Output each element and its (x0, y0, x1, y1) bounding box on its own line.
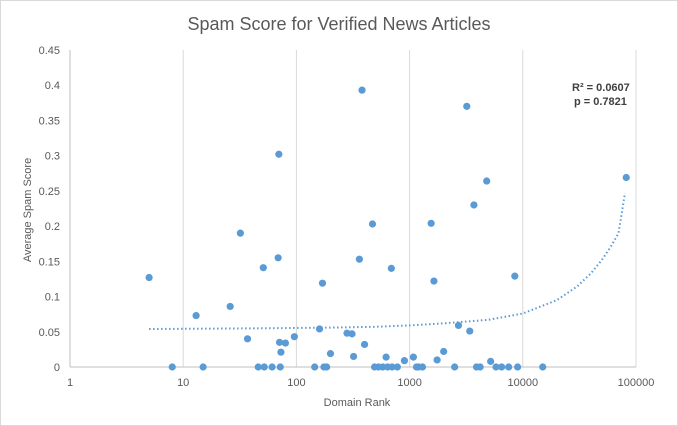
y-tick-label: 0.35 (39, 115, 60, 127)
y-tick-label: 0.1 (45, 292, 60, 304)
data-point (275, 150, 283, 158)
chart-title: Spam Score for Verified News Articles (187, 14, 490, 34)
x-tick-label: 10000 (508, 377, 539, 389)
data-point (323, 363, 331, 371)
data-point (236, 229, 244, 237)
y-tick-label: 0.3 (45, 151, 60, 163)
data-point (388, 363, 396, 371)
data-point (454, 321, 463, 330)
data-point (274, 254, 282, 262)
data-point (199, 363, 207, 371)
data-point (387, 264, 395, 272)
data-point (326, 350, 335, 358)
data-point (433, 356, 441, 364)
data-point (514, 363, 522, 371)
data-point (355, 255, 363, 263)
y-tick-label: 0.2 (45, 221, 60, 233)
data-point (318, 279, 327, 287)
data-point (622, 173, 630, 182)
axes (69, 50, 636, 368)
data-point (483, 177, 491, 185)
data-point (511, 272, 519, 280)
x-tick-label: 100000 (618, 377, 655, 389)
data-point (259, 264, 267, 272)
data-point (315, 325, 324, 333)
data-point (358, 86, 366, 94)
data-point (311, 363, 319, 371)
x-tick-label: 1 (67, 377, 73, 389)
data-point (260, 363, 268, 371)
data-point (348, 330, 356, 338)
data-point (427, 219, 435, 227)
data-point (430, 277, 438, 285)
data-point (418, 363, 427, 371)
data-point (277, 348, 285, 356)
data-point (276, 363, 284, 371)
data-point (243, 335, 252, 343)
x-tick-label: 10 (177, 377, 189, 389)
data-point (492, 363, 500, 371)
data-point (226, 302, 234, 311)
data-point (487, 357, 495, 365)
data-point (192, 311, 200, 320)
data-point (539, 363, 547, 371)
data-point (254, 363, 262, 371)
data-point (470, 201, 478, 209)
y-tick-label: 0.25 (39, 186, 60, 198)
data-point (505, 363, 513, 371)
y-tick-label: 0.15 (39, 256, 60, 268)
data-point (281, 339, 290, 347)
x-axis-label: Domain Rank (324, 397, 391, 409)
y-tick-label: 0.4 (45, 80, 60, 92)
y-tick-label: 0.05 (39, 327, 60, 339)
x-tick-label: 1000 (397, 377, 421, 389)
data-point (290, 333, 298, 341)
data-point (466, 327, 474, 335)
data-point (409, 353, 417, 361)
data-point (451, 363, 459, 371)
x-tick-labels: 1 10 100 1000 10000 100000 (67, 377, 654, 389)
data-point (476, 363, 484, 371)
data-point (360, 340, 369, 349)
r-squared-annotation: R² = 0.0607 (572, 82, 630, 94)
data-point (368, 220, 377, 228)
y-tick-label: 0.45 (39, 45, 60, 57)
data-point (268, 363, 276, 371)
data-point (382, 353, 390, 361)
data-points (145, 86, 630, 371)
gridlines (182, 50, 637, 367)
data-point (440, 347, 448, 356)
data-point (463, 102, 471, 110)
data-point (393, 363, 401, 371)
data-point (275, 338, 284, 346)
y-axis-label: Average Spam Score (22, 158, 34, 262)
data-point (400, 357, 409, 365)
data-point (349, 352, 358, 361)
data-point (498, 363, 506, 371)
data-point (145, 273, 153, 282)
p-value-annotation: p = 0.7821 (574, 96, 627, 108)
y-tick-label: 0 (54, 362, 60, 374)
trendline (149, 192, 626, 330)
x-tick-label: 100 (287, 377, 305, 389)
y-tick-labels: 0 0.05 0.1 0.15 0.2 0.25 0.3 0.35 0.4 0.45 (39, 45, 60, 374)
data-point (168, 363, 176, 371)
